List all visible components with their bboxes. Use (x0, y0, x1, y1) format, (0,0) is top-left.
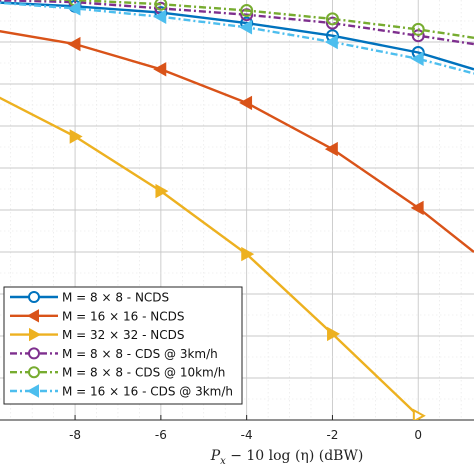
legend-marker (29, 327, 42, 342)
data-point (410, 51, 424, 66)
data-point (153, 9, 167, 24)
x-tick-labels: -10-8-6-4-20 (69, 428, 422, 442)
x-tick-label: 0 (414, 428, 422, 442)
data-point (154, 0, 168, 11)
data-point (153, 62, 167, 77)
data-point (239, 95, 253, 111)
legend-marker (26, 309, 39, 323)
data-point (410, 200, 424, 216)
legend-entry: M = 8 × 8 - NCDS (10, 291, 169, 305)
legend-box (3, 286, 243, 405)
legend-marker (28, 291, 40, 303)
legend-label: M = 8 × 8 - NCDS (62, 291, 169, 305)
legend-label: M = 16 × 16 - CDS @ 3km/h (62, 385, 233, 399)
x-axis-label-rest: − 10 log (η) (dBW) (226, 448, 364, 464)
legend-label: M = 8 × 8 - CDS @ 10km/h (62, 366, 225, 380)
data-point (325, 12, 339, 26)
x-axis-label-sub: x (220, 456, 226, 467)
legend-entry: M = 8 × 8 - CDS @ 10km/h (10, 366, 225, 380)
series-6 (0, 1, 474, 75)
data-point (411, 22, 425, 36)
x-tick-label: -4 (241, 428, 253, 442)
series-layer (0, 0, 474, 420)
data-point (67, 36, 81, 52)
legend-marker (26, 384, 39, 398)
legend-entry: M = 8 × 8 - CDS @ 3km/h (10, 347, 218, 361)
data-point (324, 34, 338, 50)
x-axis-label: Px − 10 log (η) (dBW) (210, 448, 364, 467)
data-point (241, 246, 255, 262)
data-point (239, 20, 253, 35)
x-tick-label: -8 (69, 428, 81, 442)
series-2 (0, 30, 474, 253)
legend-label: M = 8 × 8 - CDS @ 3km/h (62, 347, 218, 361)
legend-marker (28, 347, 40, 360)
data-point (155, 183, 169, 199)
data-point (327, 326, 341, 342)
data-point (324, 141, 338, 157)
legend-label: M = 16 × 16 - NCDS (62, 309, 184, 323)
data-point (240, 4, 254, 17)
legend-entry: M = 32 × 32 - NCDS (10, 327, 184, 342)
legend: M = 8 × 8 - NCDS M = 16 × 16 - NCDS M = 32… (3, 286, 243, 405)
legend-entry: M = 16 × 16 - CDS @ 3km/h (10, 384, 233, 399)
x-tick-label: -2 (326, 428, 338, 442)
data-point (69, 129, 83, 144)
x-tick-label: -6 (155, 428, 167, 442)
legend-label: M = 32 × 32 - NCDS (62, 328, 184, 342)
data-point (325, 16, 339, 30)
series-line (26, 0, 474, 39)
data-point (240, 8, 254, 22)
data-point (412, 408, 426, 420)
series-3 (0, 96, 426, 420)
legend-entry: M = 16 × 16 - NCDS (10, 309, 184, 323)
series-line (0, 96, 420, 417)
data-point (67, 1, 81, 16)
x-axis-label-p: P (210, 448, 221, 464)
legend-marker (28, 366, 40, 379)
